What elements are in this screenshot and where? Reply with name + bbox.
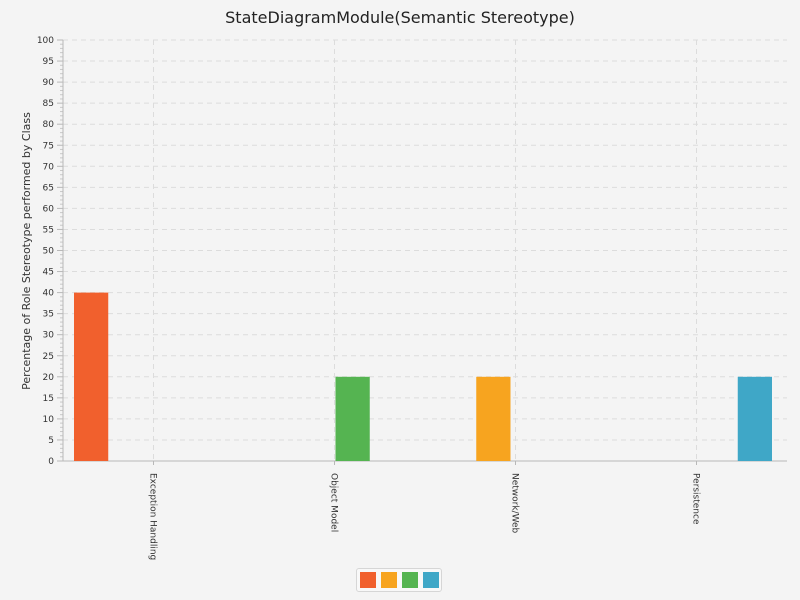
bar: [737, 376, 772, 461]
y-tick-label: 70: [43, 162, 55, 172]
y-tick-label: 75: [43, 141, 54, 151]
y-tick-label: 25: [43, 352, 54, 362]
y-tick-label: 50: [43, 247, 55, 257]
y-tick-label: 10: [43, 415, 55, 425]
x-tick-label: Network/Web: [510, 473, 520, 534]
legend-swatch: [380, 572, 397, 588]
y-tick-label: 45: [43, 268, 54, 278]
x-tick-label: Object Model: [329, 473, 339, 532]
y-tick-label: 30: [43, 331, 55, 341]
bar: [476, 376, 511, 461]
y-tick-label: 85: [43, 99, 54, 109]
y-tick-label: 5: [48, 436, 54, 446]
grid: [63, 39, 787, 461]
y-tick-label: 55: [43, 225, 54, 235]
bar: [335, 376, 370, 461]
y-tick-label: 80: [43, 120, 55, 130]
x-tick-label: Persistence: [691, 473, 701, 525]
tick-labels: 0 5 10 15 20 25 30 35 40 45 50 55 60 65 70 75 80 85 90 95 10…: [37, 36, 701, 560]
y-tick-label: 95: [43, 57, 54, 67]
y-tick-label: 0: [48, 457, 54, 467]
x-tick-label: Exception Handling: [148, 473, 158, 560]
bar: [74, 292, 109, 461]
y-tick-label: 90: [43, 78, 55, 88]
y-axis-label: Percentage of Role Stereotype performed …: [20, 112, 33, 390]
y-tick-label: 60: [43, 204, 55, 214]
y-tick-label: 35: [43, 310, 54, 320]
y-tick-label: 100: [37, 36, 54, 46]
y-tick-label: 20: [43, 373, 55, 383]
bars: [74, 292, 772, 461]
legend-swatch: [422, 572, 439, 588]
chart-title: StateDiagramModule(Semantic Stereotype): [225, 8, 575, 27]
axes: [57, 39, 787, 465]
legend-swatch: [401, 572, 418, 588]
legend: [356, 568, 442, 592]
y-tick-label: 40: [43, 289, 55, 299]
y-tick-label: 65: [43, 183, 54, 193]
legend-swatch: [359, 572, 376, 588]
y-tick-label: 15: [43, 394, 54, 404]
